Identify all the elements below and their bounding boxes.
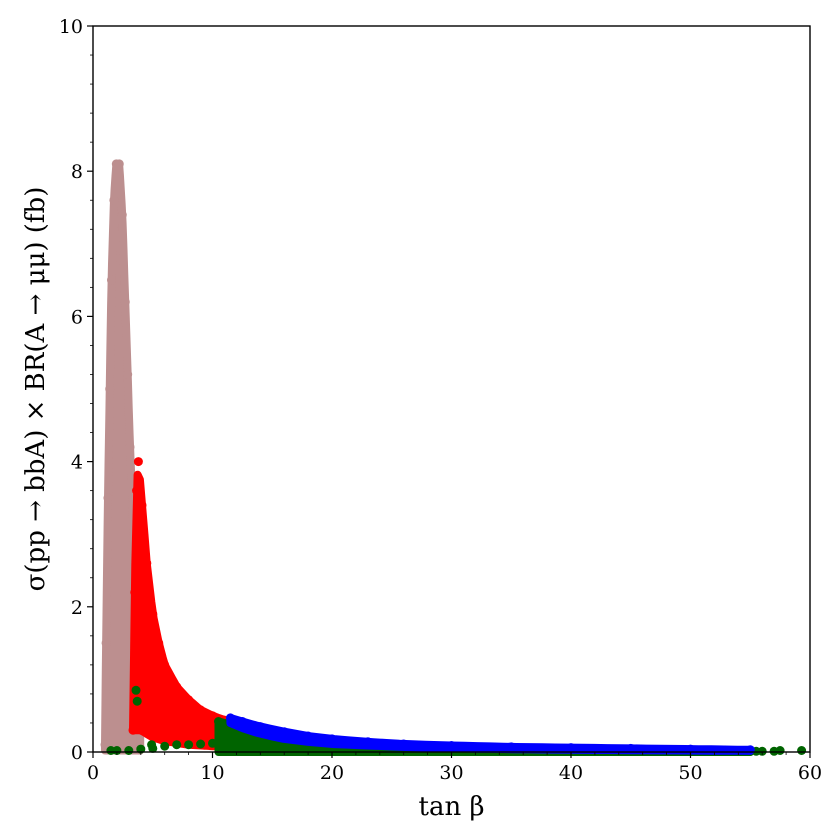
series-4-point-6	[363, 737, 373, 747]
y-axis-label: σ(pp → bbA) × BR(A → μμ) (fb)	[21, 187, 51, 592]
series-1-point-12	[208, 711, 217, 721]
series-0-point-7	[114, 159, 124, 169]
series-0-point-11	[125, 442, 135, 452]
series-3-point-7	[184, 740, 194, 750]
series-1-point-1	[130, 587, 140, 597]
series-0-point-3	[105, 384, 115, 394]
series-4-point-3	[279, 727, 289, 737]
y-tick-label-0: 0	[71, 742, 83, 764]
x-axis-label: tan β	[419, 792, 485, 822]
series-1-cloud	[129, 470, 229, 751]
y-tick-label-5: 10	[59, 16, 83, 38]
series-1-point-2	[132, 486, 142, 496]
x-tick-label-0: 0	[87, 762, 99, 784]
series-4-point-0	[225, 713, 235, 723]
plot-frame	[92, 25, 811, 753]
series-0-point-9	[120, 297, 130, 307]
series-4-point-4	[303, 731, 313, 741]
y-tick-label-3: 6	[71, 306, 83, 328]
series-0-point-4	[107, 275, 116, 285]
series-4	[225, 713, 755, 755]
x-tick-label-2: 20	[320, 762, 344, 784]
series-1-point-9	[172, 682, 182, 692]
series-3-point-16	[775, 746, 785, 755]
series-0-point-10	[123, 370, 133, 379]
x-tick-label-4: 40	[559, 762, 583, 784]
series-1-point-11	[196, 705, 206, 715]
series-3-point-5	[160, 741, 170, 751]
series-4-point-7	[399, 739, 409, 749]
series-3-point-2	[124, 746, 134, 755]
series-4-point-13	[745, 745, 755, 755]
y-tick-label-2: 4	[71, 452, 83, 474]
series-4-point-2	[255, 722, 265, 732]
series-1	[128, 457, 229, 751]
series-0-point-2	[103, 493, 113, 503]
y-tick-label-1: 2	[71, 597, 83, 619]
series-2-point-0	[214, 717, 223, 726]
x-tick-label-3: 30	[439, 762, 463, 784]
series-0-point-1	[101, 638, 111, 648]
series-4-point-8	[447, 741, 456, 750]
x-tick-label-5: 50	[678, 762, 702, 784]
axis-ticks: 0 10 20 30 40 50 60 0 2 4 6 8 10	[59, 16, 822, 784]
series-1-point-7	[154, 638, 164, 648]
series-3-point-10	[131, 685, 141, 695]
series-4-point-9	[506, 742, 516, 752]
series-4-point-11	[626, 743, 636, 753]
series-1-point-8	[160, 660, 170, 670]
series-0-point-0	[100, 740, 110, 750]
series-1-point-0	[128, 725, 138, 735]
x-tick-label-6: 60	[798, 762, 822, 784]
series-4-point-1	[237, 717, 247, 726]
series-3-point-1	[112, 746, 122, 755]
series-4-point-10	[566, 743, 576, 753]
series-0-point-8	[117, 210, 127, 220]
series-1-point-5	[142, 558, 152, 568]
series-3-point-12	[147, 740, 157, 750]
x-tick-label-1: 10	[200, 762, 224, 784]
y-tick-label-4: 8	[71, 161, 83, 183]
series-3-point-8	[196, 739, 206, 749]
series-1-point-3	[133, 457, 143, 467]
series-1-point-10	[184, 695, 194, 705]
series-3-point-17	[797, 746, 807, 755]
series-3-point-11	[132, 696, 142, 706]
series-0-point-5	[109, 195, 119, 205]
series-3-point-9	[208, 738, 217, 748]
series-3-point-6	[172, 740, 182, 750]
series-1-point-6	[148, 609, 158, 619]
series-4-point-5	[327, 734, 337, 744]
series-1-point-4	[137, 500, 147, 510]
data-marks	[100, 159, 807, 756]
